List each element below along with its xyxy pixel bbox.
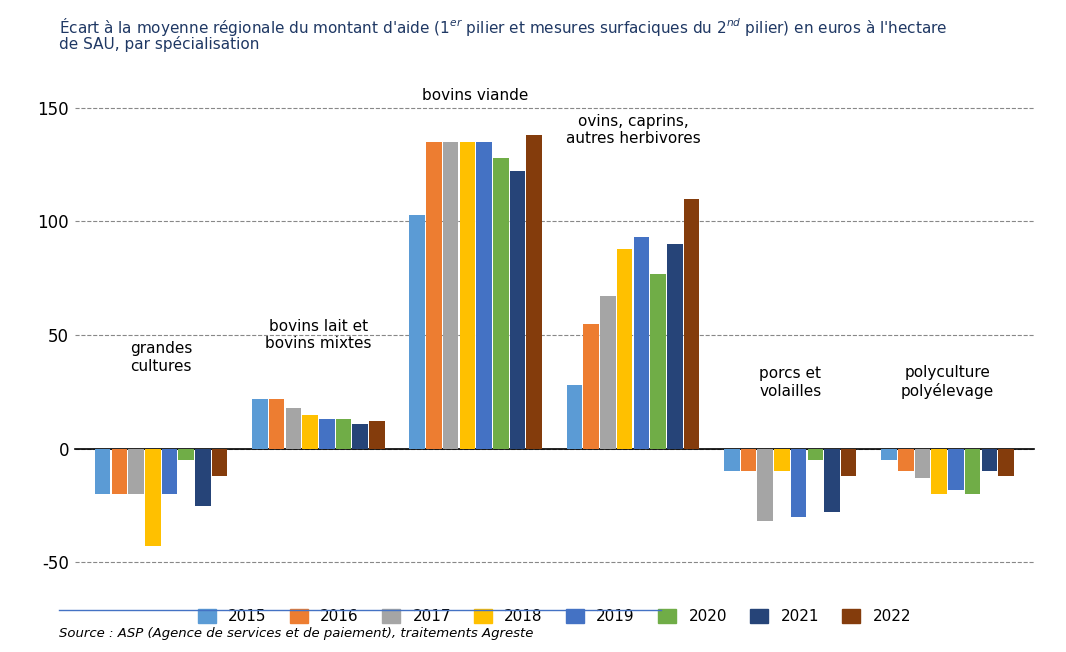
Bar: [426, 142, 441, 449]
Bar: [112, 449, 127, 494]
Bar: [492, 158, 508, 449]
Text: Source : ASP (Agence de services et de paiement), traitements Agreste: Source : ASP (Agence de services et de p…: [59, 627, 533, 640]
Bar: [510, 171, 526, 449]
Text: bovins viande: bovins viande: [422, 88, 529, 103]
Bar: [128, 449, 144, 494]
Bar: [145, 449, 161, 546]
Bar: [162, 449, 177, 494]
Text: de SAU, par spécialisation: de SAU, par spécialisation: [59, 36, 259, 52]
Bar: [724, 449, 740, 471]
Bar: [898, 449, 914, 471]
Legend: 2015, 2016, 2017, 2018, 2019, 2020, 2021, 2022: 2015, 2016, 2017, 2018, 2019, 2020, 2021…: [192, 603, 917, 630]
Text: bovins lait et
bovins mixtes: bovins lait et bovins mixtes: [265, 319, 372, 351]
Bar: [567, 385, 582, 449]
Bar: [286, 408, 301, 449]
Bar: [319, 419, 335, 449]
Bar: [774, 449, 790, 471]
Bar: [95, 449, 111, 494]
Bar: [932, 449, 947, 494]
Text: grandes
cultures: grandes cultures: [130, 342, 192, 374]
Bar: [583, 324, 599, 449]
Bar: [477, 142, 491, 449]
Bar: [369, 421, 385, 449]
Text: porcs et
volailles: porcs et volailles: [759, 366, 822, 399]
Bar: [195, 449, 211, 505]
Bar: [353, 424, 368, 449]
Bar: [442, 142, 458, 449]
Bar: [269, 399, 285, 449]
Bar: [741, 449, 756, 471]
Bar: [650, 274, 666, 449]
Bar: [667, 244, 682, 449]
Bar: [998, 449, 1014, 476]
Text: Écart à la moyenne régionale du montant d'aide (1$^{er}$ pilier et mesures surfa: Écart à la moyenne régionale du montant …: [59, 16, 947, 38]
Bar: [409, 215, 425, 449]
Bar: [212, 449, 227, 476]
Bar: [948, 449, 964, 490]
Bar: [915, 449, 931, 479]
Bar: [882, 449, 897, 460]
Bar: [633, 237, 649, 449]
Bar: [841, 449, 856, 476]
Bar: [303, 415, 318, 449]
Bar: [336, 419, 351, 449]
Bar: [791, 449, 806, 517]
Bar: [808, 449, 823, 460]
Bar: [683, 199, 699, 449]
Bar: [527, 135, 542, 449]
Bar: [617, 248, 632, 449]
Text: ovins, caprins,
autres herbivores: ovins, caprins, autres herbivores: [566, 114, 700, 147]
Bar: [178, 449, 194, 460]
Bar: [824, 449, 840, 512]
Bar: [253, 399, 268, 449]
Bar: [965, 449, 981, 494]
Bar: [459, 142, 475, 449]
Bar: [758, 449, 773, 522]
Bar: [982, 449, 997, 471]
Text: polyculture
polyélevage: polyculture polyélevage: [901, 365, 995, 399]
Bar: [600, 297, 616, 449]
